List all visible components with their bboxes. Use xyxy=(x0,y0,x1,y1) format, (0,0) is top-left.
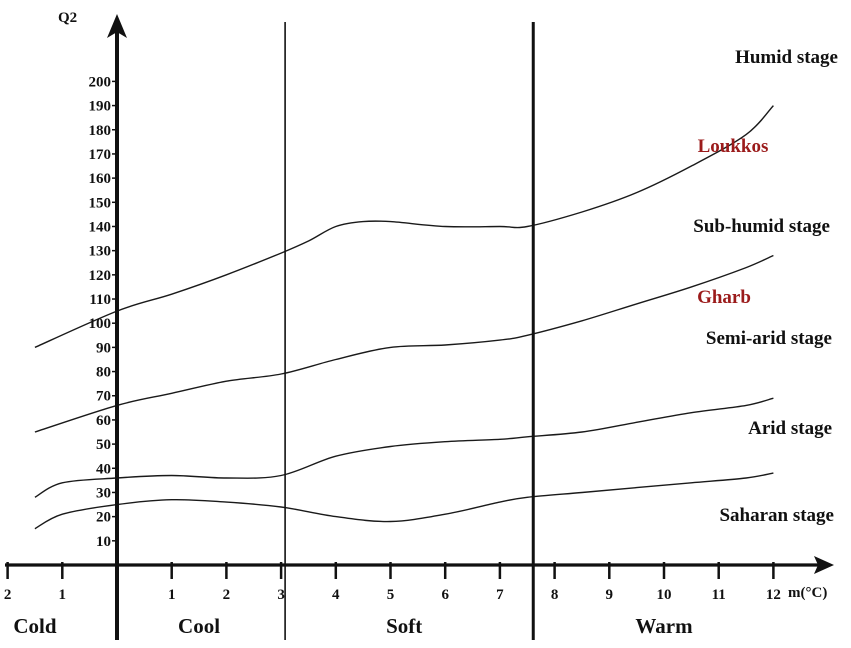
zone-label-cool: Cool xyxy=(178,614,220,638)
y-tick-label: 160 xyxy=(89,171,112,187)
region-label-gharb: Gharb xyxy=(697,287,751,308)
x-tick-label: 1 xyxy=(59,587,67,603)
y-tick-label: 170 xyxy=(89,147,112,163)
y-tick-label: 100 xyxy=(89,316,112,332)
y-tick-labels: 10 20 30 40 50 60 70 80 90 100 110 120 130 140 150 160 1… xyxy=(89,74,112,549)
y-tick-label: 50 xyxy=(96,437,111,453)
y-tick-label: 60 xyxy=(96,413,111,429)
zone-label-soft: Soft xyxy=(386,614,422,638)
stage-label-humid: Humid stage xyxy=(735,47,838,68)
x-tick-label: 4 xyxy=(332,587,340,603)
y-tick-label: 180 xyxy=(89,123,112,139)
y-tick-label: 70 xyxy=(96,389,111,405)
x-axis-label: m(°C) xyxy=(788,585,827,601)
x-tick-label: 12 xyxy=(766,587,781,603)
y-axis-label: Q2 xyxy=(58,10,77,26)
y-tick-label: 200 xyxy=(89,74,112,90)
zone-label-warm: Warm xyxy=(635,614,693,638)
boundary-line-arid-saharan xyxy=(34,472,774,530)
x-tick-label: 2 xyxy=(4,587,12,603)
y-tick-label: 30 xyxy=(96,485,111,501)
x-tick-label: 10 xyxy=(657,587,672,603)
y-tick-label: 10 xyxy=(96,534,111,550)
boundary-lines-layer xyxy=(34,105,774,530)
y-tick-label: 90 xyxy=(96,340,111,356)
y-tick-label: 150 xyxy=(89,195,112,211)
y-tick-label: 110 xyxy=(89,292,111,308)
stage-label-sub-humid: Sub-humid stage xyxy=(693,216,830,237)
y-tick-label: 20 xyxy=(96,510,111,526)
y-axis-arrowhead xyxy=(107,14,127,38)
boundary-line-humid-subhumid xyxy=(34,105,774,349)
y-tick-label: 120 xyxy=(89,268,112,284)
x-tick-labels: 2 1 1 2 3 4 5 6 7 8 9 10 11 12 xyxy=(4,587,781,603)
x-tick-label: 1 xyxy=(168,587,176,603)
y-tick-label: 140 xyxy=(89,219,112,235)
y-tick-label: 130 xyxy=(89,244,112,260)
x-tick-label: 11 xyxy=(712,587,726,603)
zone-labels: Cold Cool Soft Warm xyxy=(13,614,693,638)
y-tick-label: 80 xyxy=(96,365,111,381)
boundary-line-subhumid-semiarid xyxy=(34,254,774,433)
boundary-line-semiarid-arid xyxy=(34,397,774,498)
stage-label-saharan: Saharan stage xyxy=(719,505,834,526)
x-tick-label: 6 xyxy=(441,587,449,603)
region-label-loukkos: Loukkos xyxy=(698,136,769,157)
x-tick-label: 2 xyxy=(223,587,231,603)
x-tick-label: 8 xyxy=(551,587,559,603)
y-tick-label: 190 xyxy=(89,99,112,115)
x-tick-label: 5 xyxy=(387,587,395,603)
x-tick-label: 9 xyxy=(606,587,614,603)
stage-label-arid: Arid stage xyxy=(748,418,832,439)
axes-layer xyxy=(5,14,834,640)
y-tick-label: 40 xyxy=(96,461,111,477)
stage-label-semi-arid: Semi-arid stage xyxy=(706,328,832,349)
zone-label-cold: Cold xyxy=(13,614,57,638)
x-tick-label: 7 xyxy=(496,587,504,603)
x-tick-label: 3 xyxy=(277,587,285,603)
x-axis-arrowhead xyxy=(814,556,834,574)
